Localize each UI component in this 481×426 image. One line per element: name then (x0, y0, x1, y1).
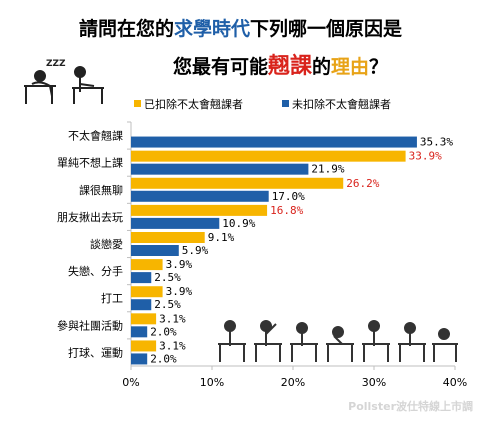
data-label: 3.9% (166, 258, 193, 271)
chart-title-line1: 請問在您的求學時代下列哪一個原因是 (0, 14, 481, 41)
bar-series1 (131, 204, 268, 216)
title-highlight: 理由 (331, 56, 370, 78)
bar-series2 (131, 299, 152, 311)
bar-series1 (131, 313, 157, 325)
category-label: 打工 (101, 291, 123, 305)
data-label: 3.1% (159, 339, 186, 352)
legend-label: 已扣除不太會翹課者 (144, 98, 243, 111)
x-tick-label: 0% (122, 376, 139, 389)
bar-series2 (131, 163, 309, 175)
sleeping-students-icon: ZZZ (24, 59, 104, 104)
title-text: 請問在您的 (78, 18, 174, 40)
category-label: 參與社團活動 (57, 318, 123, 332)
category-label: 不太會翹課 (68, 129, 123, 143)
students-at-desks-icon (218, 320, 458, 362)
bar-series2 (131, 326, 148, 338)
x-tick-label: 40% (443, 376, 467, 389)
category-label: 失戀、分手 (68, 264, 123, 278)
bar-series1 (131, 259, 163, 271)
title-highlight: 求學時代 (173, 18, 250, 40)
bar-series2 (131, 190, 269, 202)
legend-label: 未扣除不太會翹課者 (292, 98, 391, 111)
legend-item-series2: 未扣除不太會翹課者 (282, 96, 391, 112)
legend-swatch (134, 100, 141, 107)
data-label: 33.9% (409, 150, 442, 163)
bar-series2 (131, 245, 179, 256)
data-label: 35.3% (420, 136, 453, 149)
data-label: 26.2% (346, 177, 379, 190)
chart-title-line2: 您最有可能翹課的理由？ (40, 48, 481, 80)
title-text: 下列哪一個原因是 (250, 18, 403, 40)
category-label: 課很無聊 (79, 183, 123, 197)
data-label: 9.1% (208, 231, 235, 244)
x-tick-label: 10% (200, 376, 224, 389)
title-text: ？ (369, 56, 389, 78)
bar-series1 (131, 232, 205, 243)
bar-series1 (131, 286, 163, 298)
data-label: 2.0% (150, 325, 177, 338)
bar-series2 (131, 217, 220, 229)
category-label: 單純不想上課 (57, 156, 123, 170)
svg-text:ZZZ: ZZZ (46, 59, 66, 69)
legend-swatch (282, 100, 289, 107)
title-highlight: 翹課 (267, 54, 312, 79)
data-label: 16.8% (270, 204, 303, 217)
bar-series2 (131, 272, 152, 284)
bar-series2 (131, 136, 417, 148)
category-label: 朋友揪出去玩 (57, 210, 123, 224)
bar-series2 (131, 353, 148, 365)
watermark: Pollster波仕特線上市調 (348, 400, 473, 413)
category-label: 打球、運動 (68, 345, 123, 359)
title-text: 的 (311, 56, 331, 78)
legend-item-series1: 已扣除不太會翹課者 (134, 96, 243, 112)
x-tick-label: 20% (281, 376, 305, 389)
category-label: 談戀愛 (90, 237, 123, 251)
data-label: 21.9% (311, 163, 344, 176)
data-label: 3.1% (159, 312, 186, 325)
data-label: 3.9% (166, 285, 193, 298)
data-label: 2.0% (150, 352, 177, 365)
data-label: 2.5% (154, 298, 181, 311)
title-text: 您最有可能 (172, 56, 268, 78)
data-label: 2.5% (154, 271, 181, 284)
bar-series1 (131, 340, 157, 352)
data-label: 5.9% (182, 244, 209, 257)
x-tick-label: 30% (362, 376, 386, 389)
data-label: 17.0% (272, 190, 305, 203)
bar-series1 (131, 177, 344, 189)
data-label: 10.9% (222, 217, 255, 230)
bar-series1 (131, 150, 406, 162)
